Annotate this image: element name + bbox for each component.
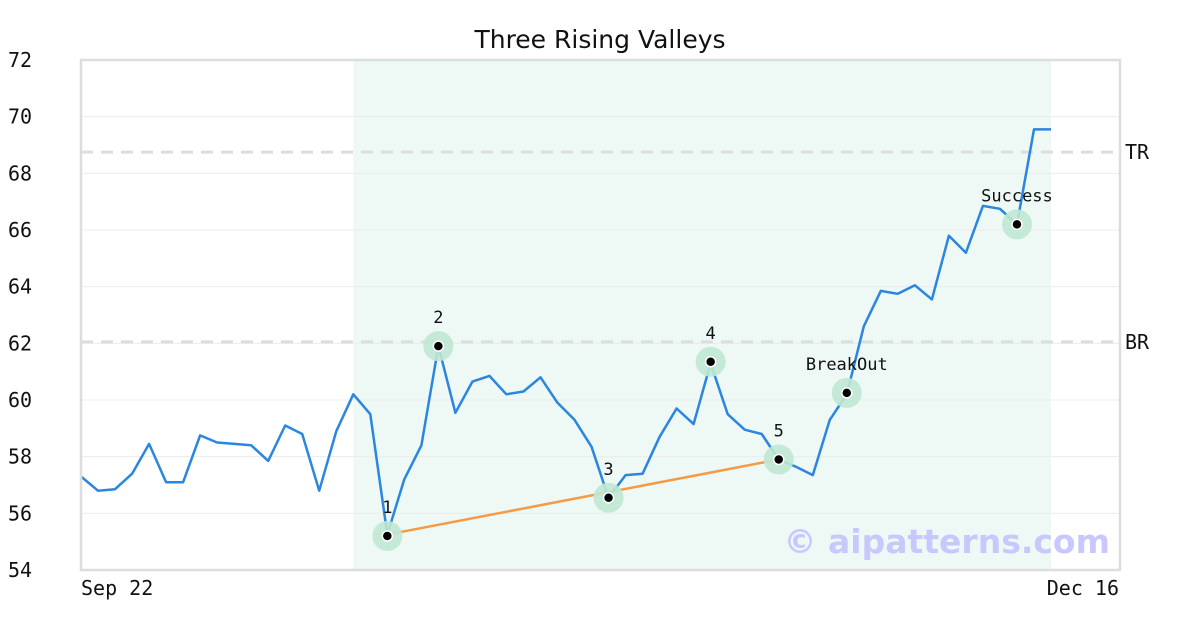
marker-label: 5	[774, 422, 784, 442]
y-tick-label: 56	[8, 501, 32, 525]
watermark: © aipatterns.com	[784, 522, 1110, 561]
highlight-band	[353, 60, 1051, 570]
marker-label: Success	[981, 186, 1053, 206]
y-tick-label: 62	[8, 331, 32, 355]
marker-label: 4	[706, 324, 716, 344]
y-tick-label: 54	[8, 558, 32, 582]
markers: 1 2 3 4 5 BreakOut Success	[372, 186, 1053, 551]
marker-dot	[1011, 218, 1023, 231]
trend-line	[387, 458, 779, 536]
marker-dot	[381, 530, 394, 542]
x-end-label: Dec 16	[1047, 576, 1119, 600]
level-label: TR	[1125, 140, 1150, 164]
level-label: BR	[1125, 330, 1150, 354]
y-tick-label: 70	[8, 105, 32, 129]
y-tick-label: 58	[8, 445, 32, 469]
y-axis-ticks: 54 56 58 60 62 64 66 68 70 72	[8, 48, 32, 582]
y-tick-label: 60	[8, 388, 32, 412]
marker-label: 2	[433, 308, 443, 328]
plot-frame	[79, 58, 1122, 572]
x-start-label: Sep 22	[81, 576, 153, 600]
y-tick-label: 66	[8, 218, 32, 242]
marker-label: 3	[603, 460, 613, 480]
y-tick-label: 72	[8, 48, 32, 72]
y-tick-label: 64	[8, 275, 32, 299]
price-line	[80, 128, 1051, 536]
marker-dot	[704, 356, 717, 368]
marker-dot	[772, 453, 785, 466]
marker-dot	[602, 492, 615, 504]
level-lines: TR BR	[81, 140, 1150, 354]
marker-label: BreakOut	[806, 355, 888, 375]
y-tick-label: 68	[8, 161, 32, 185]
chart-title: Three Rising Valleys	[473, 25, 725, 54]
marker-dot	[841, 387, 853, 399]
marker-label: 1	[382, 498, 392, 518]
marker-dot	[432, 340, 445, 352]
